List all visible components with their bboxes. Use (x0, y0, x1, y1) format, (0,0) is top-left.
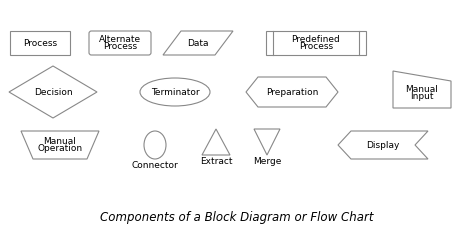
Text: Manual: Manual (406, 85, 438, 94)
Text: Components of a Block Diagram or Flow Chart: Components of a Block Diagram or Flow Ch… (100, 211, 374, 223)
Polygon shape (9, 66, 97, 118)
Text: Input: Input (410, 91, 434, 101)
Text: Extract: Extract (200, 157, 232, 165)
Text: Terminator: Terminator (151, 87, 199, 97)
Text: Decision: Decision (34, 87, 73, 97)
Text: Data: Data (187, 39, 209, 47)
FancyBboxPatch shape (89, 31, 151, 55)
Text: Process: Process (23, 39, 57, 47)
Text: Preparation: Preparation (266, 87, 318, 97)
Ellipse shape (140, 78, 210, 106)
Text: Connector: Connector (132, 161, 178, 169)
FancyBboxPatch shape (266, 31, 366, 55)
Polygon shape (163, 31, 233, 55)
Text: Display: Display (366, 141, 400, 149)
Polygon shape (202, 129, 230, 155)
Text: Operation: Operation (37, 144, 82, 153)
Text: Merge: Merge (253, 157, 281, 165)
Text: Process: Process (103, 42, 137, 51)
Text: Manual: Manual (44, 137, 76, 146)
Ellipse shape (144, 131, 166, 159)
Polygon shape (21, 131, 99, 159)
Polygon shape (393, 71, 451, 108)
Polygon shape (338, 131, 428, 159)
Text: Alternate: Alternate (99, 35, 141, 44)
Polygon shape (246, 77, 338, 107)
Polygon shape (254, 129, 280, 155)
FancyBboxPatch shape (10, 31, 70, 55)
Text: Process: Process (299, 42, 333, 51)
Text: Predefined: Predefined (292, 35, 340, 44)
